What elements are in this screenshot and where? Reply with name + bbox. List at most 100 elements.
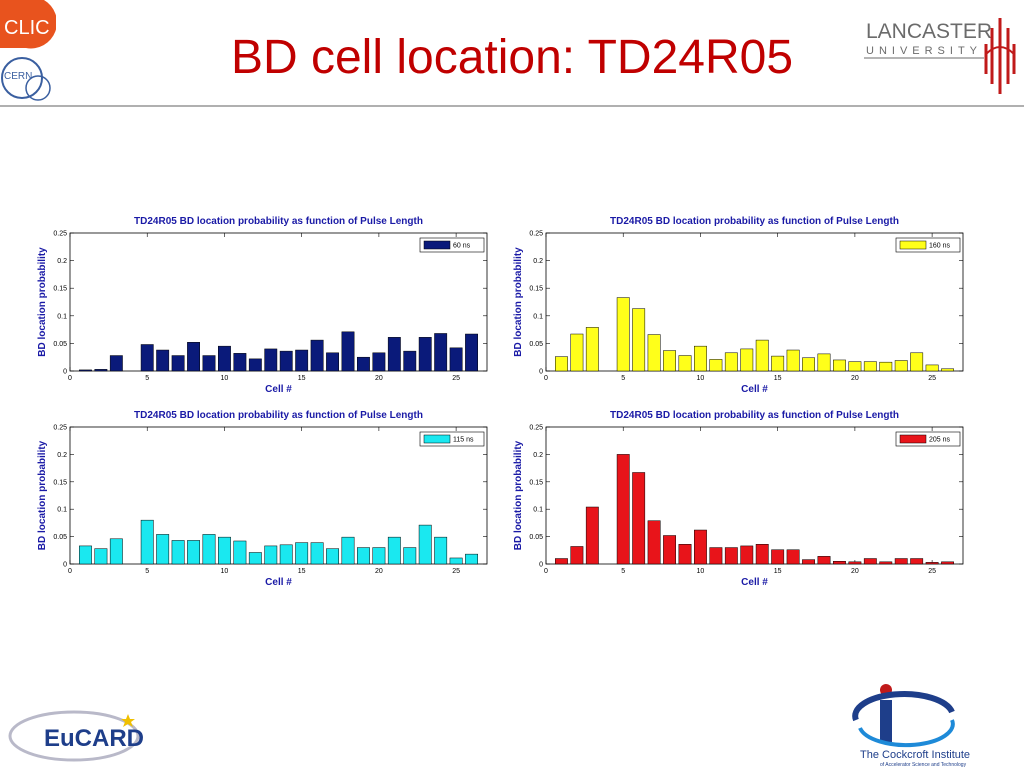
bar-cell-1 [79, 369, 92, 372]
bar-cell-15 [295, 349, 309, 372]
bar-cell-21 [863, 361, 877, 372]
clic-logo: CLIC [0, 0, 56, 52]
bar-cell-10 [694, 529, 707, 565]
bar-cell-20 [372, 352, 386, 372]
bar-cell-20 [848, 561, 862, 565]
bar-cell-3 [109, 355, 123, 372]
bar-cell-12 [248, 358, 262, 372]
y-axis-label: BD location probability [37, 247, 48, 357]
bar-cell-21 [387, 536, 401, 565]
bar-cell-9 [202, 355, 216, 372]
x-tick-label: 20 [375, 375, 383, 382]
bar-cell-17 [802, 559, 815, 565]
bar-cell-6 [632, 472, 646, 565]
x-tick-label: 0 [68, 375, 72, 382]
bar-cell-8 [663, 350, 676, 372]
x-tick-label: 15 [774, 375, 782, 382]
bar-cell-7 [647, 334, 661, 372]
bar-cell-8 [663, 535, 676, 565]
bar-cell-19 [357, 356, 370, 372]
bar-cell-22 [879, 561, 893, 565]
y-axis-label: BD location probability [513, 440, 524, 550]
bar-cell-20 [372, 547, 386, 565]
bar-cell-11 [233, 353, 247, 372]
bar-cell-8 [187, 342, 200, 372]
bar-cell-11 [709, 547, 723, 565]
y-tick-label: 0.25 [529, 231, 543, 238]
bar-cell-26 [465, 333, 478, 372]
bar-cell-17 [802, 357, 815, 372]
y-tick-label: 0.2 [533, 258, 543, 265]
y-axis-label: BD location probability [37, 440, 48, 550]
x-tick-label: 20 [375, 568, 383, 575]
bar-cell-2 [94, 548, 108, 565]
bar-cell-17 [326, 548, 339, 565]
bar-cell-13 [740, 545, 754, 565]
bar-cell-22 [403, 547, 417, 565]
plot-area [545, 426, 964, 565]
plot-area [69, 426, 488, 565]
x-axis-label: Cell # [265, 384, 292, 395]
bar-cell-14 [279, 544, 293, 565]
bar-cell-5 [140, 519, 154, 565]
x-axis-label: Cell # [741, 577, 768, 588]
x-tick-label: 20 [851, 568, 859, 575]
bar-cell-13 [740, 348, 754, 372]
y-tick-label: 0 [63, 369, 67, 376]
bar-cell-23 [894, 360, 908, 372]
bar-cell-26 [465, 553, 478, 565]
bar-cell-25 [449, 347, 463, 372]
bar-cell-23 [418, 337, 432, 372]
y-tick-label: 0.1 [57, 313, 67, 320]
bar-cell-8 [187, 540, 200, 565]
bar-cell-18 [817, 556, 831, 565]
x-tick-label: 25 [452, 568, 460, 575]
legend-swatch [899, 434, 927, 444]
y-tick-label: 0.05 [529, 534, 543, 541]
y-tick-label: 0 [539, 562, 543, 569]
x-tick-label: 15 [298, 568, 306, 575]
y-tick-label: 0.25 [529, 425, 543, 432]
bar-cell-5 [140, 344, 154, 372]
bar-cell-22 [403, 350, 417, 372]
bar-cell-12 [724, 547, 738, 565]
x-tick-label: 25 [928, 375, 936, 382]
bar-cell-13 [264, 348, 278, 372]
bar-cell-10 [218, 345, 231, 372]
chart-title: TD24R05 BD location probability as funct… [610, 410, 899, 421]
bar-cell-6 [156, 349, 170, 372]
y-tick-label: 0.05 [53, 341, 67, 348]
bar-cell-5 [616, 454, 630, 565]
bar-cell-2 [94, 369, 108, 372]
cern-logo-text: CERN [4, 71, 32, 82]
legend-label: 60 ns [453, 243, 471, 250]
bar-cell-16 [310, 542, 324, 565]
chart-title: TD24R05 BD location probability as funct… [134, 410, 423, 421]
bar-cell-12 [248, 552, 262, 565]
x-tick-label: 0 [68, 568, 72, 575]
x-tick-label: 20 [851, 375, 859, 382]
bar-cell-6 [632, 308, 646, 372]
y-tick-label: 0.2 [533, 452, 543, 459]
bar-cell-9 [202, 534, 216, 565]
bar-cell-3 [109, 538, 123, 565]
bar-cell-7 [171, 355, 185, 372]
bar-cell-7 [171, 540, 185, 565]
x-tick-label: 10 [697, 375, 705, 382]
bar-cell-2 [570, 333, 584, 372]
bar-cell-25 [449, 557, 463, 565]
bar-cell-18 [341, 536, 355, 565]
bar-cell-9 [678, 355, 692, 372]
bar-cell-7 [647, 520, 661, 565]
bar-cell-24 [910, 352, 924, 372]
x-tick-label: 5 [621, 568, 625, 575]
bar-cell-21 [863, 558, 877, 565]
bar-cell-22 [879, 361, 893, 372]
bar-cell-19 [357, 547, 370, 565]
bar-cell-26 [941, 368, 954, 372]
chart-title: TD24R05 BD location probability as funct… [610, 216, 899, 227]
bar-cell-17 [326, 352, 339, 372]
bar-cell-19 [833, 561, 846, 565]
bar-cell-26 [941, 561, 954, 565]
eucard-logo-text: EuCARD [44, 725, 144, 752]
